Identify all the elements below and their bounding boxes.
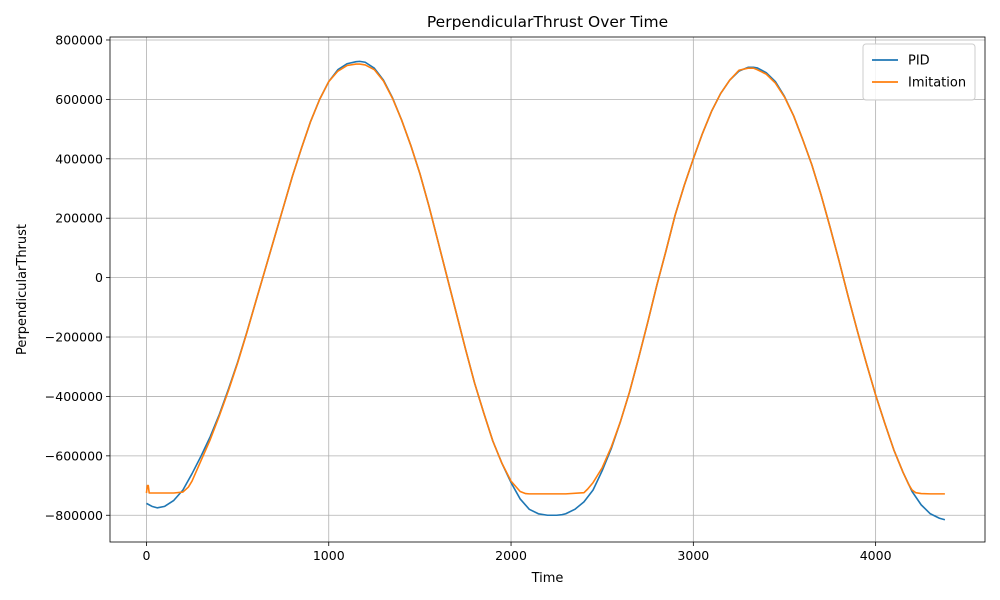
y-axis-label: PerpendicularThrust [15,224,30,355]
y-tick-label: 0 [95,270,103,285]
y-tick-label: −400000 [45,389,103,404]
x-tick-label: 2000 [495,548,527,563]
y-tick-label: −600000 [45,448,103,463]
x-axis-label: Time [531,571,564,586]
y-tick-label: 400000 [55,151,103,166]
axis-ticks: 0 1000 2000 3000 4000 −800000 −600000 −400000 −2… [45,32,892,563]
x-tick-label: 0 [142,548,150,563]
y-tick-label: 200000 [55,211,103,226]
y-tick-label: −800000 [45,508,103,523]
y-tick-label: 600000 [55,92,103,107]
legend-box [862,43,976,101]
plot-area-frame [109,36,986,543]
legend-label: PID [908,54,930,69]
chart-title: PerpendicularThrust Over Time [427,13,668,31]
x-tick-label: 1000 [313,548,345,563]
series-line-imitation [145,63,945,495]
x-tick-label: 4000 [860,548,892,563]
series-group [145,60,946,521]
legend-label: Imitation [908,76,966,91]
y-tick-label: −200000 [45,330,103,345]
y-tick-label: 800000 [55,32,103,47]
legend: PID Imitation [862,43,976,101]
x-tick-label: 3000 [677,548,709,563]
